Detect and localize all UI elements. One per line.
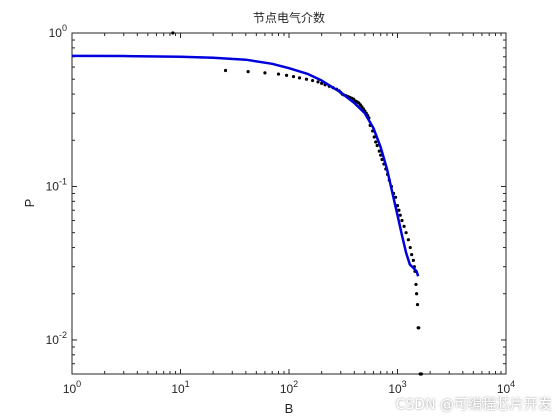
data-point <box>415 292 419 296</box>
fit-curve-line <box>71 54 420 277</box>
x-tick-label-exponent: 1 <box>185 379 190 389</box>
data-point <box>414 282 418 287</box>
x-tick-label: 103 <box>388 379 406 396</box>
data-point <box>404 231 408 235</box>
x-tick-label-exponent: 0 <box>76 379 81 389</box>
data-point <box>415 302 420 307</box>
y-tick-label-exponent: 0 <box>62 23 67 33</box>
x-tick-label: 104 <box>497 379 515 396</box>
x-tick-label-base: 10 <box>388 382 402 396</box>
plot-area <box>71 32 507 375</box>
y-tick-label-base: 10 <box>46 333 60 347</box>
x-tick-labels: 100 101 102 103 104 <box>63 379 515 396</box>
data-point <box>316 80 320 84</box>
data-point <box>284 73 289 77</box>
y-tick-label-exponent: -2 <box>59 330 67 340</box>
data-point <box>377 149 381 153</box>
y-tick-label: 100 <box>49 23 67 40</box>
y-tick-label-base: 10 <box>49 26 63 40</box>
data-point <box>246 70 250 74</box>
y-tick-label-base: 10 <box>46 179 60 193</box>
x-tick-label: 102 <box>280 379 298 396</box>
data-point <box>263 71 267 75</box>
x-tick-label-base: 10 <box>63 382 77 396</box>
x-tick-label: 101 <box>171 379 189 396</box>
x-axis-label: B <box>285 401 294 416</box>
data-point <box>400 218 404 223</box>
x-tick-label-exponent: 2 <box>293 379 298 389</box>
data-point <box>417 326 421 330</box>
series-group <box>71 31 423 376</box>
data-point <box>411 258 415 262</box>
x-tick-label-exponent: 4 <box>510 379 515 389</box>
data-point <box>171 31 175 35</box>
axis-ticks <box>71 32 507 375</box>
data-point <box>398 213 402 217</box>
x-tick-label: 100 <box>63 379 81 396</box>
y-tick-label: 10-1 <box>46 176 67 193</box>
data-point <box>372 135 376 139</box>
data-point <box>406 238 410 242</box>
x-tick-label-base: 10 <box>497 382 511 396</box>
x-tick-label-base: 10 <box>171 382 185 396</box>
data-point <box>397 208 401 212</box>
data-point <box>320 81 324 85</box>
x-tick-label-exponent: 3 <box>402 379 407 389</box>
data-point <box>410 252 414 257</box>
chart-title: 节点电气介数 <box>253 10 325 25</box>
y-axis-label: P <box>22 199 37 208</box>
data-point <box>408 245 412 250</box>
data-point <box>276 72 281 76</box>
data-point <box>304 77 309 81</box>
data-point <box>310 78 315 83</box>
data-point <box>374 140 378 144</box>
data-point <box>297 76 302 80</box>
y-tick-label: 10-2 <box>46 330 67 347</box>
data-point <box>375 143 379 148</box>
y-tick-label-exponent: -1 <box>59 176 67 186</box>
data-point <box>291 74 296 79</box>
data-point <box>223 68 228 73</box>
x-tick-label-base: 10 <box>280 382 294 396</box>
watermark: CSDN @可编程芯片开发 <box>395 397 552 413</box>
data-point <box>402 224 406 228</box>
data-point <box>419 372 423 376</box>
